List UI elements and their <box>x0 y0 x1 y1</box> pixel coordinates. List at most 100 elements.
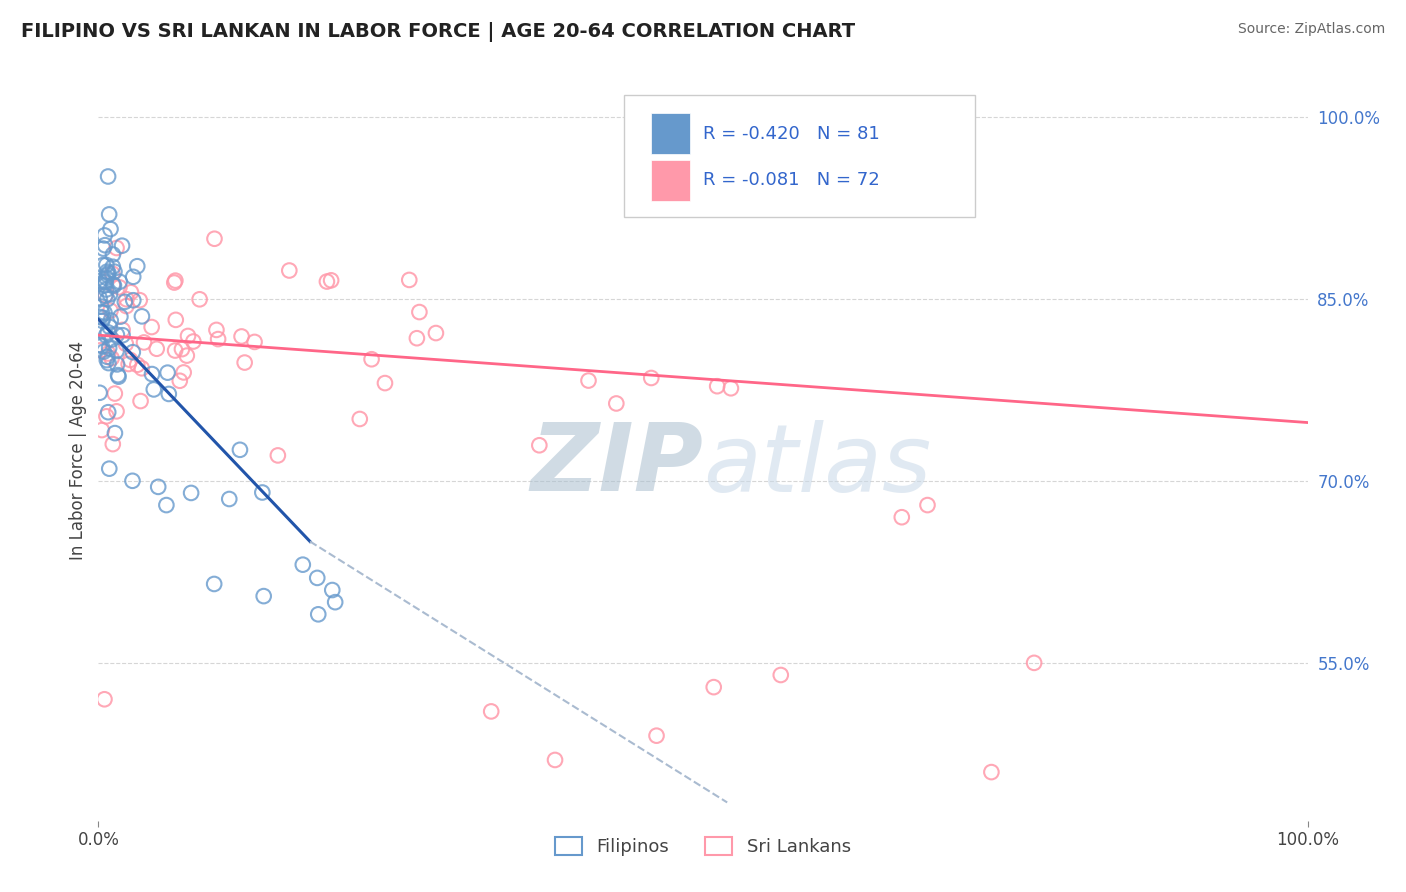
Point <box>165 343 187 358</box>
Point <box>93 692 115 706</box>
Point <box>141 320 163 334</box>
Legend: Filipinos, Sri Lankans: Filipinos, Sri Lankans <box>548 830 858 863</box>
Point <box>104 426 127 441</box>
Point <box>121 345 143 359</box>
Point <box>645 729 668 743</box>
Text: R = -0.420   N = 81: R = -0.420 N = 81 <box>703 125 880 143</box>
Point <box>157 387 180 401</box>
Point <box>97 169 120 184</box>
Point <box>706 379 728 393</box>
FancyBboxPatch shape <box>651 113 690 154</box>
Point <box>97 266 120 280</box>
Point <box>89 385 111 400</box>
Point <box>233 355 256 369</box>
Point <box>129 394 152 409</box>
Point <box>323 595 346 609</box>
Point <box>703 680 725 694</box>
Point <box>96 264 118 278</box>
Point <box>114 294 136 309</box>
Point <box>769 668 792 682</box>
Point <box>170 342 193 356</box>
Point <box>105 358 128 372</box>
Point <box>108 280 131 294</box>
Point <box>105 343 128 358</box>
Point <box>98 287 121 301</box>
Point <box>148 480 170 494</box>
Point <box>155 498 177 512</box>
Point <box>1024 656 1046 670</box>
Point <box>176 349 198 363</box>
Point <box>93 306 115 320</box>
Point <box>398 273 420 287</box>
Point <box>97 405 120 419</box>
Point <box>122 293 145 308</box>
Point <box>89 338 111 352</box>
Point <box>111 328 134 343</box>
Point <box>97 346 120 360</box>
Point <box>96 270 118 285</box>
Point <box>96 258 118 272</box>
Point <box>111 238 134 252</box>
FancyBboxPatch shape <box>651 160 690 201</box>
Point <box>640 371 662 385</box>
Point <box>98 461 121 475</box>
Point <box>114 336 136 351</box>
Point <box>229 442 252 457</box>
Point <box>94 288 117 302</box>
Point <box>321 582 343 597</box>
Point <box>307 607 329 622</box>
Point <box>101 277 124 292</box>
Text: ZIP: ZIP <box>530 419 703 511</box>
Point <box>94 238 117 252</box>
Point <box>101 278 124 293</box>
Point <box>291 558 314 572</box>
Point <box>127 358 149 372</box>
Point <box>207 332 229 346</box>
Point <box>180 486 202 500</box>
Point <box>374 376 396 390</box>
Point <box>205 323 228 337</box>
Point <box>145 342 167 356</box>
Point <box>278 263 301 277</box>
Point <box>177 329 200 343</box>
Point <box>90 305 112 319</box>
Point <box>100 222 122 236</box>
Point <box>479 705 502 719</box>
Point <box>98 319 121 334</box>
Point <box>267 449 290 463</box>
Text: atlas: atlas <box>703 420 931 511</box>
Point <box>120 352 142 367</box>
Point <box>103 265 125 279</box>
Point <box>100 313 122 327</box>
Point <box>169 374 191 388</box>
Point <box>917 498 939 512</box>
Text: Source: ZipAtlas.com: Source: ZipAtlas.com <box>1237 22 1385 37</box>
Point <box>108 275 131 289</box>
Point <box>127 259 149 273</box>
Point <box>91 310 114 325</box>
Point <box>425 326 447 340</box>
Text: FILIPINO VS SRI LANKAN IN LABOR FORCE | AGE 20-64 CORRELATION CHART: FILIPINO VS SRI LANKAN IN LABOR FORCE | … <box>21 22 855 42</box>
Point <box>131 361 153 376</box>
Y-axis label: In Labor Force | Age 20-64: In Labor Force | Age 20-64 <box>69 341 87 560</box>
Point <box>173 366 195 380</box>
Point <box>163 276 186 290</box>
Point <box>93 278 115 293</box>
Point <box>97 326 120 340</box>
Point <box>131 310 153 324</box>
Point <box>115 293 138 307</box>
Point <box>90 339 112 353</box>
Point <box>720 381 742 395</box>
Point <box>321 273 343 287</box>
Point <box>408 305 430 319</box>
Point <box>115 299 138 313</box>
Point <box>89 274 111 288</box>
Point <box>96 292 118 306</box>
Point <box>107 369 129 384</box>
Point <box>93 242 115 256</box>
Point <box>243 334 266 349</box>
Point <box>93 344 115 359</box>
Point <box>132 335 155 350</box>
Point <box>101 247 124 261</box>
Point <box>202 577 225 591</box>
